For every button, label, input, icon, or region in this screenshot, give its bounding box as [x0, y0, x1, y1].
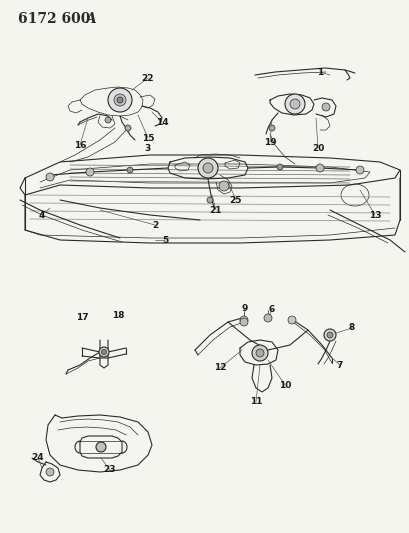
- Circle shape: [202, 163, 213, 173]
- Circle shape: [268, 125, 274, 131]
- Circle shape: [284, 94, 304, 114]
- Circle shape: [101, 350, 106, 354]
- Circle shape: [207, 197, 213, 203]
- Text: 2: 2: [151, 221, 158, 230]
- Circle shape: [218, 181, 229, 191]
- Text: 15: 15: [142, 133, 154, 142]
- Circle shape: [96, 442, 106, 452]
- Circle shape: [125, 125, 131, 131]
- Text: 16: 16: [74, 141, 86, 149]
- Text: 3: 3: [144, 143, 151, 152]
- Text: 7: 7: [336, 360, 342, 369]
- Circle shape: [326, 332, 332, 338]
- Circle shape: [46, 468, 54, 476]
- Text: 21: 21: [209, 206, 222, 214]
- Circle shape: [99, 347, 109, 357]
- Circle shape: [239, 316, 247, 324]
- Text: A: A: [85, 12, 96, 26]
- Circle shape: [46, 173, 54, 181]
- Text: 5: 5: [162, 236, 168, 245]
- Text: 18: 18: [112, 311, 124, 320]
- Text: 22: 22: [142, 74, 154, 83]
- Circle shape: [114, 94, 126, 106]
- Circle shape: [276, 164, 282, 170]
- Text: 6172 600: 6172 600: [18, 12, 95, 26]
- Circle shape: [239, 318, 247, 326]
- Circle shape: [117, 97, 123, 103]
- Circle shape: [321, 103, 329, 111]
- Text: 24: 24: [31, 454, 44, 463]
- Circle shape: [355, 166, 363, 174]
- Circle shape: [263, 314, 271, 322]
- Text: 17: 17: [76, 313, 88, 322]
- Text: 4: 4: [39, 211, 45, 220]
- Text: 19: 19: [263, 138, 276, 147]
- Circle shape: [86, 168, 94, 176]
- Text: 9: 9: [241, 303, 247, 312]
- Circle shape: [289, 99, 299, 109]
- Text: 12: 12: [213, 364, 226, 373]
- Circle shape: [108, 88, 132, 112]
- Circle shape: [198, 158, 218, 178]
- Text: 20: 20: [311, 143, 324, 152]
- Text: 25: 25: [229, 196, 242, 205]
- Circle shape: [252, 345, 267, 361]
- Circle shape: [315, 164, 323, 172]
- Text: 14: 14: [155, 117, 168, 126]
- Text: 10: 10: [278, 381, 290, 390]
- Circle shape: [323, 329, 335, 341]
- Circle shape: [127, 167, 133, 173]
- Text: 11: 11: [249, 398, 262, 407]
- Text: 1: 1: [316, 68, 322, 77]
- Circle shape: [105, 117, 111, 123]
- Text: 6: 6: [268, 305, 274, 314]
- Text: 8: 8: [348, 324, 354, 333]
- Text: 13: 13: [368, 211, 380, 220]
- Circle shape: [255, 349, 263, 357]
- Text: 23: 23: [103, 465, 116, 474]
- Circle shape: [287, 316, 295, 324]
